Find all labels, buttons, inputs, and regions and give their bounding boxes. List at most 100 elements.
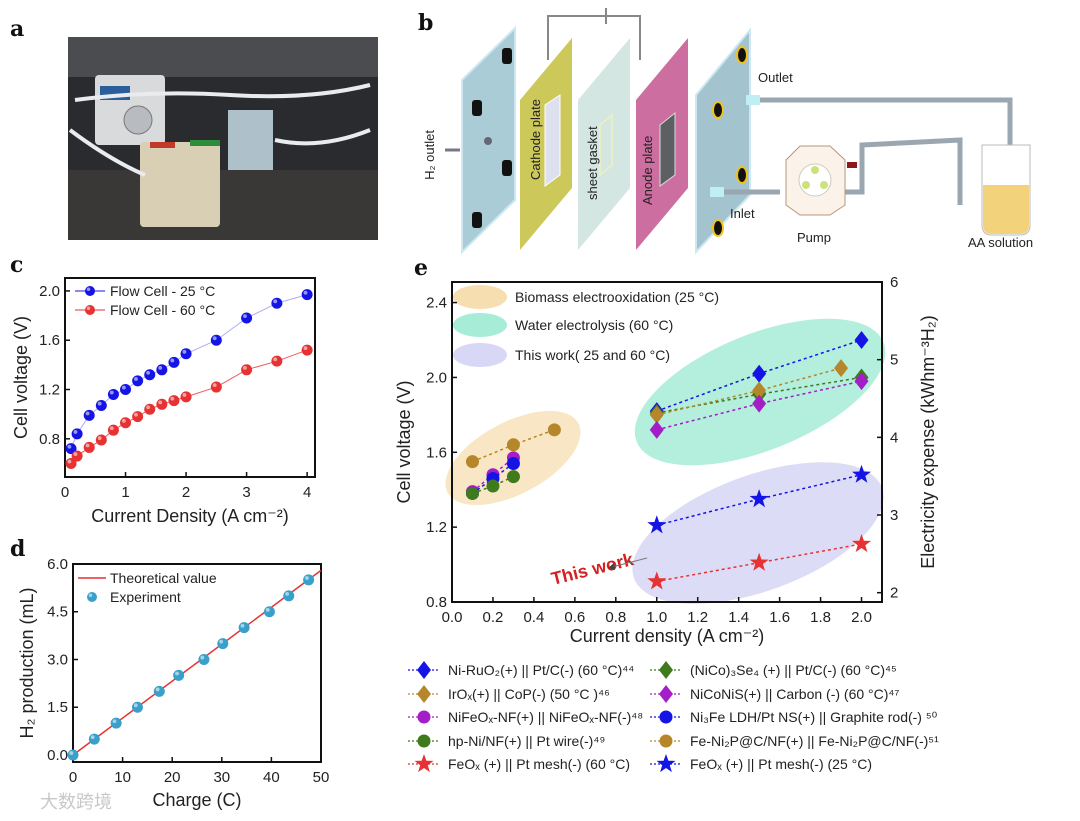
data-point bbox=[180, 348, 192, 360]
data-point bbox=[301, 289, 313, 301]
data-point bbox=[83, 441, 95, 453]
legend-label: Theoretical value bbox=[110, 570, 217, 586]
legend-label: Flow Cell - 60 °C bbox=[110, 302, 215, 318]
data-point bbox=[83, 409, 95, 421]
legend-marker-highlight bbox=[86, 306, 91, 310]
legend-label: NiCoNiS(+) || Carbon (-) (60 °C)⁴⁷ bbox=[690, 686, 900, 702]
data-point bbox=[749, 552, 769, 571]
solution-label: AA solution bbox=[968, 235, 1033, 250]
data-point bbox=[271, 297, 283, 309]
legend-marker bbox=[417, 734, 431, 748]
panel-label-c: c bbox=[10, 252, 23, 278]
legend-marker bbox=[85, 305, 95, 315]
pump-label: Pump bbox=[797, 230, 831, 245]
legend-marker bbox=[659, 734, 673, 748]
data-point-highlight bbox=[265, 607, 270, 612]
data-point-highlight bbox=[182, 349, 187, 354]
y-tick-label: 2.4 bbox=[426, 295, 447, 312]
x-tick-label: 20 bbox=[164, 769, 181, 786]
legend-marker bbox=[659, 685, 673, 703]
data-point-highlight bbox=[285, 591, 290, 596]
region-legend-label: Water electrolysis (60 °C) bbox=[515, 317, 673, 333]
data-point bbox=[749, 489, 769, 508]
x-tick-label: 0.0 bbox=[442, 609, 463, 626]
y-axis-label: H₂ production (mL) bbox=[17, 587, 37, 738]
x-tick-label: 40 bbox=[263, 769, 280, 786]
data-point-highlight bbox=[273, 357, 278, 362]
y-axis-label: Cell voltage (V) bbox=[394, 380, 414, 503]
legend-marker bbox=[87, 592, 97, 602]
legend-marker bbox=[659, 661, 673, 679]
data-point bbox=[88, 733, 100, 745]
x-tick-label: 0 bbox=[69, 769, 77, 786]
data-point bbox=[834, 359, 849, 378]
y-tick-label: 0.8 bbox=[426, 594, 447, 611]
data-point bbox=[506, 470, 520, 484]
y2-tick-label: 5 bbox=[890, 352, 898, 369]
y-tick-label: 4.5 bbox=[47, 604, 68, 621]
x-axis-label: Charge (C) bbox=[152, 790, 241, 810]
x-tick-label: 3 bbox=[242, 484, 250, 501]
data-point-highlight bbox=[146, 405, 151, 410]
data-point-highlight bbox=[158, 400, 163, 405]
x-tick-label: 1.0 bbox=[646, 609, 667, 626]
data-point-highlight bbox=[182, 393, 187, 397]
data-point bbox=[71, 450, 83, 462]
chart-d-h2-production: 0 10 20 30 40 50 0.0 1.5 3.0 4.5 6.0 Charge (C) H₂ p… bbox=[17, 556, 329, 810]
data-point-highlight bbox=[134, 377, 138, 381]
data-point-highlight bbox=[97, 401, 102, 406]
data-point bbox=[283, 590, 295, 602]
legend-label: Flow Cell - 25 °C bbox=[110, 283, 215, 299]
data-point-highlight bbox=[67, 459, 72, 464]
region-ellipses bbox=[445, 318, 886, 604]
legend-label: Experiment bbox=[110, 589, 181, 605]
data-point bbox=[506, 457, 520, 471]
legend-marker bbox=[414, 754, 434, 773]
data-point bbox=[241, 364, 253, 376]
legend-label: Fe-Ni₂P@C/NF(+) || Fe-Ni₂P@C/NF(-)⁵¹ bbox=[690, 733, 939, 749]
annotation-arrow bbox=[611, 557, 648, 568]
x-tick-label: 30 bbox=[213, 769, 230, 786]
cathode-label: Cathode plate bbox=[528, 99, 543, 180]
x-tick-label: 0.8 bbox=[605, 609, 626, 626]
region-legend-label: This work( 25 and 60 °C) bbox=[515, 347, 670, 363]
data-point bbox=[198, 653, 210, 665]
data-point-highlight bbox=[97, 436, 102, 441]
panel-label-b: b bbox=[418, 10, 433, 36]
plot-frame bbox=[72, 563, 322, 763]
data-point bbox=[301, 344, 313, 356]
pump-icon bbox=[785, 145, 857, 216]
data-point bbox=[71, 428, 83, 440]
y-tick-label: 1.2 bbox=[426, 519, 447, 536]
data-point-highlight bbox=[90, 735, 95, 740]
inlet-tube bbox=[840, 137, 963, 205]
y-axis-label: Cell voltage (V) bbox=[11, 316, 31, 439]
end-plate-right bbox=[695, 27, 751, 255]
data-point bbox=[95, 434, 107, 446]
y2-tick-label: 2 bbox=[890, 585, 898, 602]
data-point bbox=[144, 403, 156, 415]
data-point bbox=[67, 749, 79, 761]
x-tick-label: 0 bbox=[61, 484, 69, 501]
region-legend: Biomass electrooxidation (25 °C) Water e… bbox=[453, 285, 719, 367]
inlet-label: Inlet bbox=[730, 206, 755, 221]
data-point-highlight bbox=[73, 452, 78, 457]
data-point bbox=[238, 622, 250, 634]
external-circuit bbox=[547, 15, 641, 60]
data-point-highlight bbox=[200, 655, 205, 660]
data-point-highlight bbox=[170, 396, 175, 401]
data-point-highlight bbox=[134, 412, 138, 417]
y-tick-label: 3.0 bbox=[47, 651, 68, 668]
y-tick-label: 1.2 bbox=[39, 382, 60, 399]
data-point-highlight bbox=[240, 623, 245, 628]
data-point bbox=[210, 334, 222, 346]
data-point bbox=[95, 400, 107, 412]
legend-marker bbox=[85, 286, 95, 296]
x-tick-label: 0.2 bbox=[483, 609, 504, 626]
data-point-highlight bbox=[73, 430, 78, 434]
data-point bbox=[173, 669, 185, 681]
this-work-annotation: This work bbox=[549, 549, 636, 589]
panel-label-a: a bbox=[10, 16, 24, 42]
legend-label: Ni₃Fe LDH/Pt NS(+) || Graphite rod(-) ⁵⁰ bbox=[690, 709, 938, 725]
legend-marker bbox=[417, 710, 431, 724]
